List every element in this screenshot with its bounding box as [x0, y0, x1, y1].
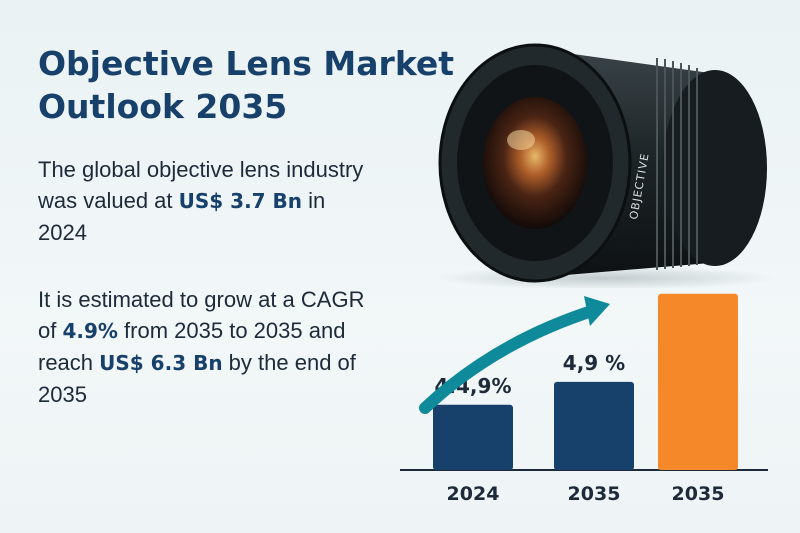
focus-ring-ridges: [656, 58, 698, 270]
title-line-1: Objective Lens Market: [38, 44, 455, 83]
valuation-year-text: in 2024: [38, 188, 326, 245]
growth-arrow: [419, 304, 601, 414]
valuation-text: The global objective lens industry was v…: [38, 157, 364, 213]
category-label-2: 2035: [672, 483, 725, 505]
title-line-2: Outlook 2035: [38, 87, 288, 126]
lens-highlight: [507, 130, 535, 150]
cagr-value: 4.9%: [62, 319, 118, 343]
bar-0: [433, 404, 513, 470]
growth-arrow-head: [584, 296, 610, 326]
camera-lens-illustration: OBJECTIVE: [435, 43, 775, 288]
bar-2: [658, 293, 738, 470]
growth-paragraph: It is estimated to grow at a CAGR of 4.9…: [38, 284, 368, 410]
valuation-value: US$ 3.7 Bn: [178, 189, 303, 213]
bar-1: [554, 381, 634, 470]
forecast-value: US$ 6.3 Bn: [99, 351, 223, 375]
lens-rear-ring: [663, 70, 767, 266]
bar-data-label-1: 4,9 %: [563, 351, 625, 375]
lens-glass: [483, 97, 587, 229]
growth-end-text: by the end of 2035: [38, 350, 356, 407]
growth-text: It is estimated to grow at a CAGR of: [38, 287, 365, 343]
valuation-paragraph: The global objective lens industry was v…: [38, 154, 368, 248]
category-label-1: 2035: [568, 483, 621, 505]
growth-period-text: from 2035 to 2035 and reach: [38, 318, 346, 375]
category-label-0: 2024: [447, 483, 500, 505]
page-title: Objective Lens Market Outlook 2035: [38, 42, 468, 128]
